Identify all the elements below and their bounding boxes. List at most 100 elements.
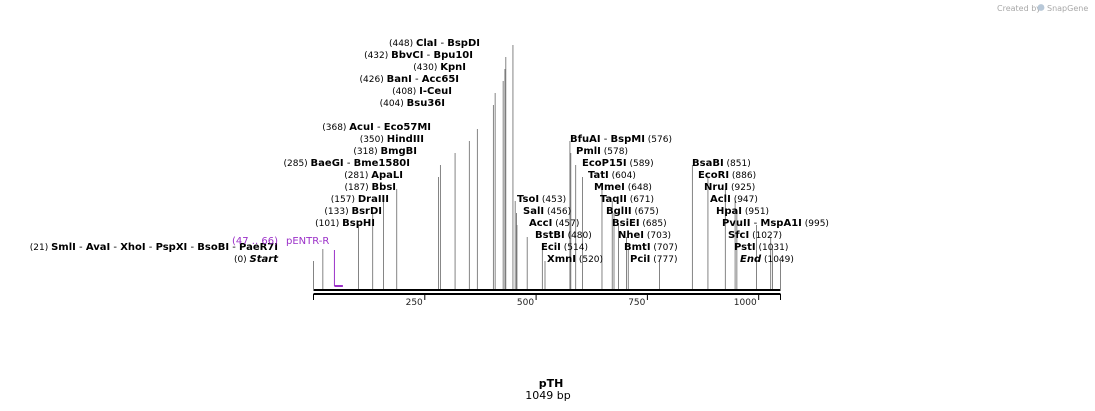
cut-site-label[interactable]: (157) DraIII xyxy=(331,194,389,205)
enzyme-name[interactable]: DraIII xyxy=(358,194,389,205)
cut-site-label[interactable]: (432) BbvCI - Bpu10I xyxy=(364,50,473,61)
cut-site[interactable]: (187) BbsI xyxy=(344,182,396,193)
cut-site[interactable]: (318) BmgBI xyxy=(353,146,417,157)
cut-site-label[interactable]: BglII (675) xyxy=(606,206,659,217)
enzyme-name[interactable]: BspHI xyxy=(342,218,375,229)
cut-site-label[interactable]: AccI (457) xyxy=(529,218,579,229)
cut-site-label[interactable]: (350) HindIII xyxy=(360,134,424,145)
cut-site[interactable]: AccI (457) xyxy=(529,218,579,229)
enzyme-name[interactable]: BspDI xyxy=(447,38,480,49)
enzyme-name[interactable]: BsaBI xyxy=(692,158,724,169)
enzyme-name[interactable]: AccI xyxy=(529,218,552,229)
enzyme-name[interactable]: KpnI xyxy=(440,62,466,73)
cut-site[interactable]: (0) Start xyxy=(234,254,279,265)
cut-site-label[interactable]: MmeI (648) xyxy=(594,182,652,193)
enzyme-name[interactable]: HindIII xyxy=(387,134,424,145)
cut-site[interactable]: TaqII (671) xyxy=(600,194,654,205)
cut-site-label[interactable]: TatI (604) xyxy=(588,170,636,181)
cut-site-label[interactable]: BfuAI - BspMI (576) xyxy=(570,134,672,145)
enzyme-name[interactable]: PspXI xyxy=(156,242,188,253)
cut-site-label[interactable]: SfcI (1027) xyxy=(728,230,782,241)
cut-site[interactable]: (101) BspHI xyxy=(315,218,375,229)
cut-site-label[interactable]: (0) Start xyxy=(234,254,279,265)
enzyme-name[interactable]: BanI xyxy=(387,74,412,85)
cut-site-label[interactable]: XmnI (520) xyxy=(547,254,603,265)
cut-site-label[interactable]: BsaBI (851) xyxy=(692,158,751,169)
cut-site-label[interactable]: NruI (925) xyxy=(704,182,755,193)
enzyme-name[interactable]: NheI xyxy=(618,230,644,241)
enzyme-name[interactable]: XhoI xyxy=(120,242,145,253)
cut-site[interactable]: BsaBI (851) xyxy=(692,158,751,169)
enzyme-name[interactable]: BaeGI xyxy=(311,158,344,169)
enzyme-name[interactable]: EciI xyxy=(541,242,561,253)
cut-site[interactable]: (432) BbvCI - Bpu10I xyxy=(364,50,473,61)
cut-site-label[interactable]: (448) ClaI - BspDI xyxy=(389,38,480,49)
cut-site-label[interactable]: (285) BaeGI - Bme1580I xyxy=(283,158,410,169)
cut-site[interactable]: PstI (1031) xyxy=(734,242,788,253)
cut-site-label[interactable]: SalI (456) xyxy=(523,206,571,217)
enzyme-name[interactable]: EcoP15I xyxy=(582,158,627,169)
cut-site[interactable]: SalI (456) xyxy=(523,206,571,217)
cut-site-label[interactable]: (318) BmgBI xyxy=(353,146,417,157)
enzyme-name[interactable]: PmlI xyxy=(576,146,601,157)
enzyme-name[interactable]: Eco57MI xyxy=(384,122,431,133)
snapgene-credit[interactable]: Created by SnapGene xyxy=(997,4,1088,13)
enzyme-name[interactable]: Start xyxy=(250,254,280,265)
cut-site[interactable]: BfuAI - BspMI (576) xyxy=(570,134,672,145)
cut-site-label[interactable]: (21) SmlI - AvaI - XhoI - PspXI - BsoBI … xyxy=(30,242,278,253)
enzyme-name[interactable]: HpaI xyxy=(716,206,742,217)
cut-site[interactable]: NheI (703) xyxy=(618,230,671,241)
cut-site-label[interactable]: BmtI (707) xyxy=(624,242,678,253)
cut-site-label[interactable]: (408) I-CeuI xyxy=(392,86,452,97)
cut-site-label[interactable]: EcoRI (886) xyxy=(698,170,756,181)
cut-site-label[interactable]: BstBI (480) xyxy=(535,230,592,241)
cut-site[interactable]: BglII (675) xyxy=(606,206,659,217)
cut-site-label[interactable]: PciI (777) xyxy=(630,254,677,265)
cut-site-label[interactable]: (404) Bsu36I xyxy=(380,98,445,109)
cut-site[interactable]: SfcI (1027) xyxy=(728,230,782,241)
cut-site[interactable]: (408) I-CeuI xyxy=(392,86,452,97)
cut-site-label[interactable]: PmlI (578) xyxy=(576,146,628,157)
enzyme-name[interactable]: ApaLI xyxy=(371,170,403,181)
enzyme-name[interactable]: MmeI xyxy=(594,182,625,193)
enzyme-name[interactable]: BmgBI xyxy=(380,146,417,157)
cut-site[interactable]: PvuII - MspA1I (995) xyxy=(722,218,829,229)
enzyme-name[interactable]: BsiEI xyxy=(612,218,640,229)
enzyme-name[interactable]: BbvCI xyxy=(391,50,423,61)
enzyme-name[interactable]: NruI xyxy=(704,182,728,193)
cut-site[interactable]: EcoRI (886) xyxy=(698,170,756,181)
cut-site[interactable]: (133) BsrDI xyxy=(324,206,382,217)
primer-label[interactable]: (47 .. 66) pENTR-R xyxy=(232,236,329,247)
cut-site[interactable]: BstBI (480) xyxy=(535,230,592,241)
cut-site[interactable]: PmlI (578) xyxy=(576,146,628,157)
enzyme-name[interactable]: PstI xyxy=(734,242,756,253)
cut-site-label[interactable]: BsiEI (685) xyxy=(612,218,667,229)
enzyme-name[interactable]: BsoBI xyxy=(197,242,229,253)
cut-site-label[interactable]: TsoI (453) xyxy=(517,194,566,205)
cut-site[interactable]: XmnI (520) xyxy=(547,254,603,265)
cut-site-label[interactable]: PvuII - MspA1I (995) xyxy=(722,218,829,229)
enzyme-name[interactable]: AvaI xyxy=(86,242,110,253)
cut-site[interactable]: EcoP15I (589) xyxy=(582,158,654,169)
enzyme-name[interactable]: SfcI xyxy=(728,230,749,241)
enzyme-name[interactable]: BmtI xyxy=(624,242,651,253)
cut-site-label[interactable]: AclI (947) xyxy=(710,194,758,205)
cut-site[interactable]: EciI (514) xyxy=(541,242,588,253)
cut-site[interactable]: (285) BaeGI - Bme1580I xyxy=(283,158,410,169)
cut-site[interactable]: (448) ClaI - BspDI xyxy=(389,38,480,49)
enzyme-name[interactable]: BspMI xyxy=(611,134,645,145)
cut-site-label[interactable]: (101) BspHI xyxy=(315,218,375,229)
cut-site[interactable]: End (1049) xyxy=(740,254,794,265)
enzyme-name[interactable]: TsoI xyxy=(517,194,539,205)
cut-site[interactable]: HpaI (951) xyxy=(716,206,769,217)
cut-site-label[interactable]: (281) ApaLI xyxy=(344,170,403,181)
enzyme-name[interactable]: AcuI xyxy=(349,122,374,133)
cut-site[interactable]: TatI (604) xyxy=(588,170,636,181)
enzyme-name[interactable]: TaqII xyxy=(600,194,627,205)
enzyme-name[interactable]: SmlI xyxy=(51,242,76,253)
cut-site[interactable]: NruI (925) xyxy=(704,182,755,193)
cut-site[interactable]: (426) BanI - Acc65I xyxy=(360,74,459,85)
enzyme-name[interactable]: AclI xyxy=(710,194,731,205)
cut-site-label[interactable]: EciI (514) xyxy=(541,242,588,253)
cut-site[interactable]: PciI (777) xyxy=(630,254,677,265)
